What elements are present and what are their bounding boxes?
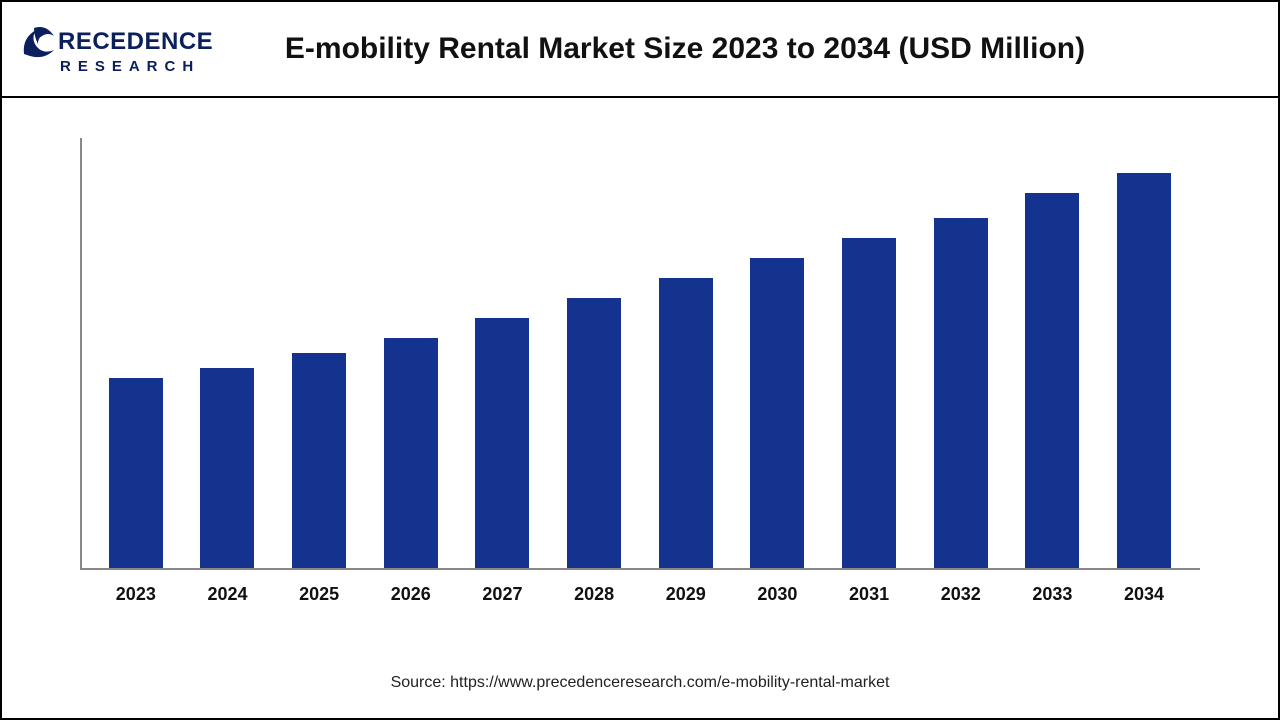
bar-group bbox=[106, 378, 166, 568]
bar-group bbox=[472, 318, 532, 568]
x-label: 2032 bbox=[931, 584, 991, 605]
bar bbox=[567, 298, 621, 568]
logo-sub-text: RESEARCH bbox=[60, 58, 200, 75]
bar-group bbox=[289, 353, 349, 568]
bar bbox=[292, 353, 346, 568]
bar bbox=[200, 368, 254, 568]
x-label: 2023 bbox=[106, 584, 166, 605]
x-axis bbox=[80, 568, 1200, 570]
x-label: 2030 bbox=[747, 584, 807, 605]
x-label: 2029 bbox=[656, 584, 716, 605]
bar bbox=[475, 318, 529, 568]
logo-top-row: RECEDENCE bbox=[20, 24, 213, 60]
x-label: 2025 bbox=[289, 584, 349, 605]
bar bbox=[842, 238, 896, 568]
bar bbox=[109, 378, 163, 568]
bar-group bbox=[381, 338, 441, 568]
bar-group bbox=[747, 258, 807, 568]
bar-group bbox=[1022, 193, 1082, 568]
bar-group bbox=[564, 298, 624, 568]
outer-frame: RECEDENCE RESEARCH E-mobility Rental Mar… bbox=[0, 0, 1280, 720]
chart-area: 2023202420252026202720282029203020312032… bbox=[60, 138, 1220, 598]
x-label: 2034 bbox=[1114, 584, 1174, 605]
chart-title: E-mobility Rental Market Size 2023 to 20… bbox=[230, 32, 1260, 66]
header-section: RECEDENCE RESEARCH E-mobility Rental Mar… bbox=[2, 2, 1278, 98]
brand-logo: RECEDENCE RESEARCH bbox=[20, 24, 210, 75]
bar bbox=[750, 258, 804, 568]
bar-group bbox=[656, 278, 716, 568]
bar-group bbox=[839, 238, 899, 568]
bar bbox=[934, 218, 988, 568]
bar bbox=[1025, 193, 1079, 568]
bar-group bbox=[1114, 173, 1174, 568]
bar-group bbox=[931, 218, 991, 568]
x-label: 2027 bbox=[472, 584, 532, 605]
x-label: 2026 bbox=[381, 584, 441, 605]
bar bbox=[659, 278, 713, 568]
source-text: Source: https://www.precedenceresearch.c… bbox=[0, 674, 1280, 692]
bar bbox=[384, 338, 438, 568]
x-label: 2033 bbox=[1022, 584, 1082, 605]
logo-swoosh-icon bbox=[20, 24, 56, 60]
x-label: 2024 bbox=[197, 584, 257, 605]
x-labels-row: 2023 2024 2025 2026 2027 2028 2029 2030 2031 2032… bbox=[80, 584, 1200, 605]
x-label: 2031 bbox=[839, 584, 899, 605]
bar-group bbox=[197, 368, 257, 568]
bar bbox=[1117, 173, 1171, 568]
logo-main-text: RECEDENCE bbox=[58, 28, 213, 56]
bars-container bbox=[80, 138, 1200, 568]
x-label: 2028 bbox=[564, 584, 624, 605]
